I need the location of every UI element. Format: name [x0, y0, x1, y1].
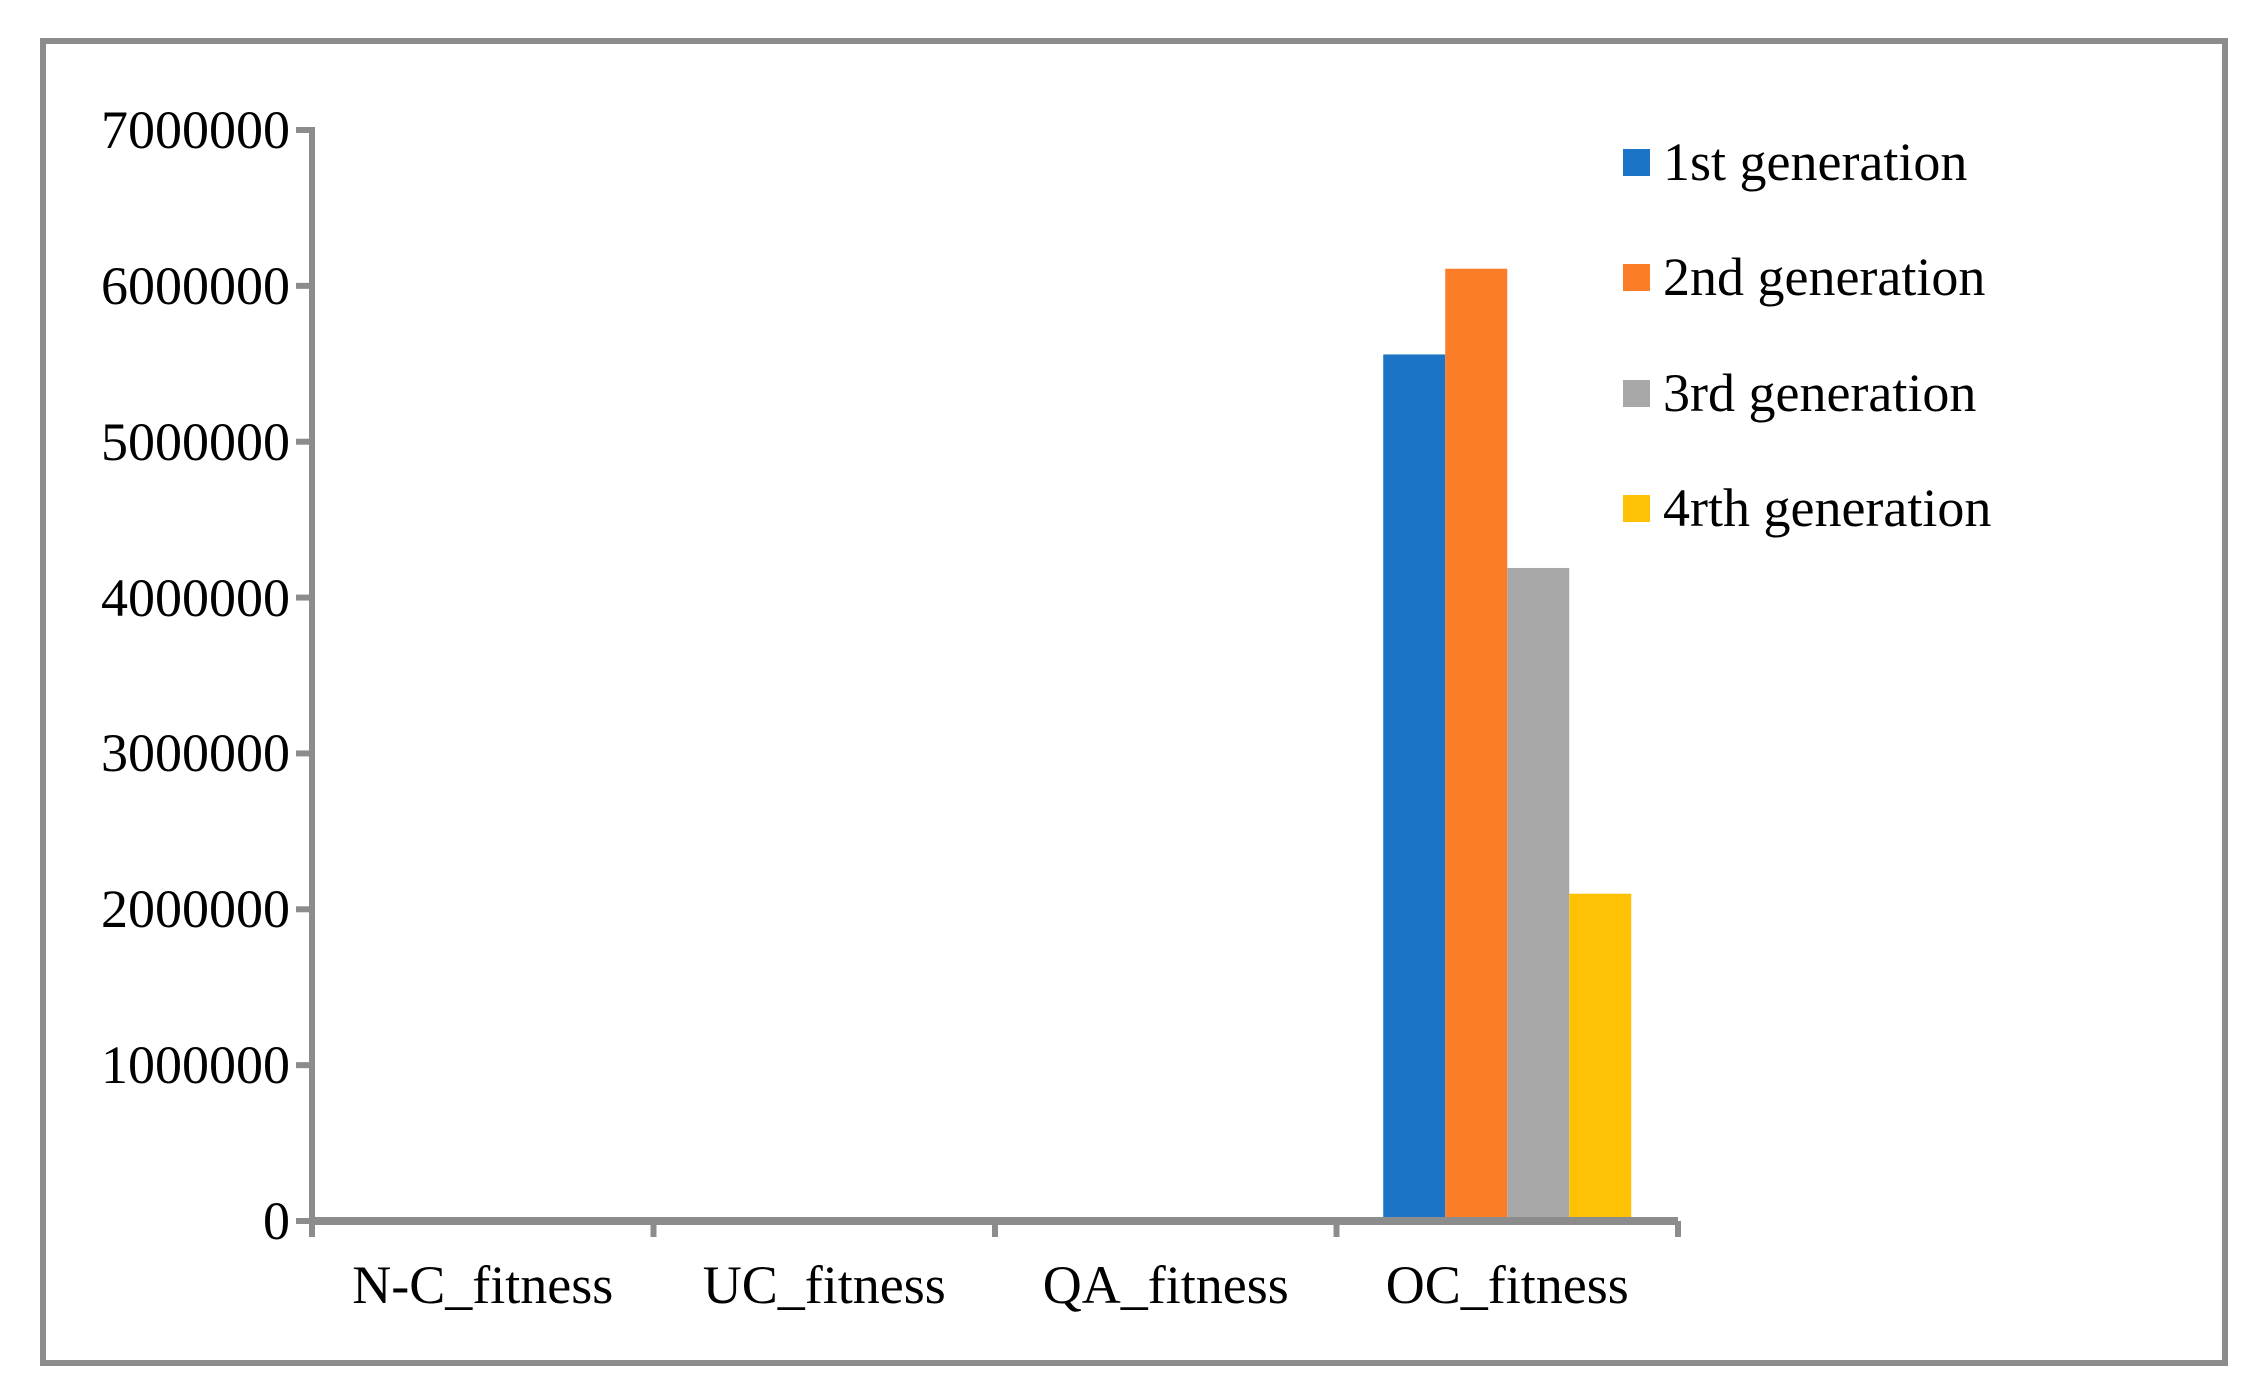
legend-swatch-2nd-generation: [1623, 263, 1650, 291]
legend-item: 4rth generation: [1623, 481, 1991, 535]
bar-3rd-generation-OC_fitness: [1507, 567, 1570, 1221]
y-axis-tick-label: 0: [263, 1191, 290, 1251]
y-axis-tick-label: 4000000: [101, 567, 290, 628]
x-axis-category-label: OC_fitness: [1385, 1255, 1629, 1315]
x-axis-category-label: UC_fitness: [702, 1255, 946, 1315]
legend-item: 1st generation: [1623, 135, 1967, 189]
x-axis-category-label: N-C_fitness: [352, 1255, 614, 1315]
y-axis-tick-label: 3000000: [101, 723, 290, 784]
legend-item: 2nd generation: [1623, 250, 1985, 304]
legend-swatch-1st-generation: [1623, 148, 1650, 176]
bar-4rth-generation-OC_fitness: [1569, 893, 1632, 1221]
bar-2nd-generation-OC_fitness: [1445, 268, 1508, 1221]
legend-label: 2nd generation: [1663, 247, 1986, 307]
legend-swatch-4rth-generation: [1623, 494, 1650, 522]
legend-label: 1st generation: [1663, 132, 1968, 192]
legend-item: 3rd generation: [1623, 366, 1976, 420]
y-axis-tick-label: 1000000: [101, 1035, 290, 1096]
legend-swatch-3rd-generation: [1623, 379, 1650, 407]
y-axis-tick-label: 6000000: [101, 255, 290, 316]
y-axis-tick-label: 5000000: [101, 411, 290, 472]
chart-border-frame: [40, 38, 2228, 1366]
y-axis-tick-label: 7000000: [101, 100, 290, 160]
legend-label: 4rth generation: [1663, 478, 1992, 538]
bar-1st-generation-OC_fitness: [1383, 354, 1446, 1221]
legend-label: 3rd generation: [1663, 363, 1977, 423]
x-axis-category-label: QA_fitness: [1042, 1255, 1289, 1315]
y-axis-tick-label: 2000000: [101, 879, 290, 940]
